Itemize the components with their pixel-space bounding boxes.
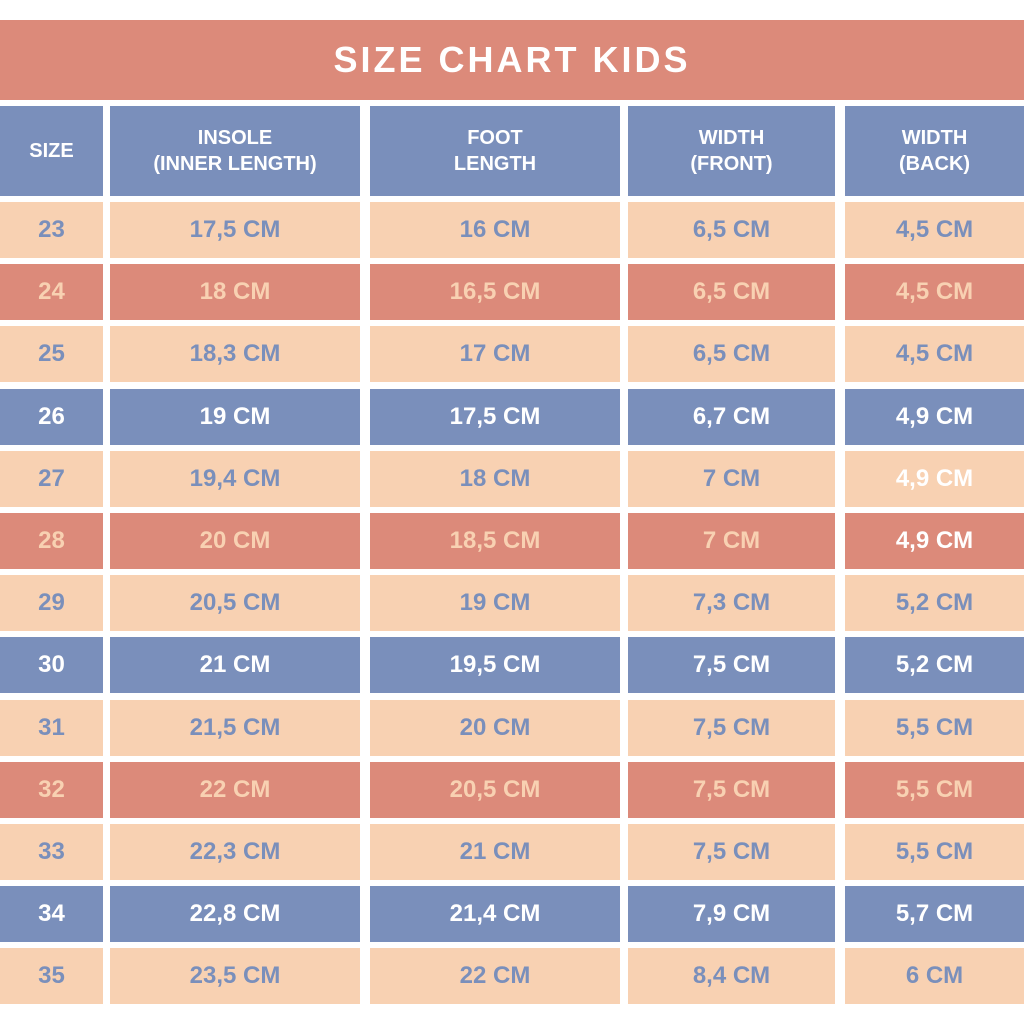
cell-width-back: 4,9 CM (845, 451, 1024, 507)
header-width-back: WIDTH (BACK) (845, 106, 1024, 196)
cell-insole: 22,8 CM (110, 886, 360, 942)
cell-size: 33 (0, 824, 103, 880)
cell-foot-length: 17,5 CM (370, 389, 620, 445)
cell-foot-length: 21 CM (370, 824, 620, 880)
cell-size: 26 (0, 389, 103, 445)
cell-foot-length: 20 CM (370, 700, 620, 756)
header-foot-length: FOOT LENGTH (370, 106, 620, 196)
cell-insole: 21 CM (110, 637, 360, 693)
cell-width-back: 5,2 CM (845, 575, 1024, 631)
chart-title: SIZE CHART KIDS (333, 39, 691, 80)
cell-size: 28 (0, 513, 103, 569)
cell-size: 32 (0, 762, 103, 818)
cell-insole: 17,5 CM (110, 202, 360, 258)
cell-width-back: 4,5 CM (845, 264, 1024, 320)
cell-insole: 19 CM (110, 389, 360, 445)
cell-foot-length: 19 CM (370, 575, 620, 631)
cell-insole: 21,5 CM (110, 700, 360, 756)
cell-insole: 20,5 CM (110, 575, 360, 631)
cell-width-front: 7,5 CM (628, 824, 835, 880)
cell-size: 29 (0, 575, 103, 631)
cell-width-back: 4,5 CM (845, 202, 1024, 258)
cell-width-front: 7,9 CM (628, 886, 835, 942)
cell-size: 34 (0, 886, 103, 942)
cell-size: 30 (0, 637, 103, 693)
cell-size: 23 (0, 202, 103, 258)
cell-width-front: 7,5 CM (628, 637, 835, 693)
cell-width-back: 4,5 CM (845, 326, 1024, 382)
cell-size: 35 (0, 948, 103, 1004)
cell-width-front: 7 CM (628, 451, 835, 507)
cell-size: 31 (0, 700, 103, 756)
cell-width-front: 7,3 CM (628, 575, 835, 631)
cell-insole: 23,5 CM (110, 948, 360, 1004)
cell-foot-length: 18 CM (370, 451, 620, 507)
cell-width-front: 7,5 CM (628, 762, 835, 818)
cell-width-front: 6,5 CM (628, 326, 835, 382)
cell-width-back: 4,9 CM (845, 513, 1024, 569)
cell-width-front: 6,5 CM (628, 264, 835, 320)
cell-foot-length: 19,5 CM (370, 637, 620, 693)
cell-insole: 22,3 CM (110, 824, 360, 880)
cell-insole: 22 CM (110, 762, 360, 818)
cell-foot-length: 16,5 CM (370, 264, 620, 320)
cell-insole: 20 CM (110, 513, 360, 569)
cell-size: 25 (0, 326, 103, 382)
cell-foot-length: 18,5 CM (370, 513, 620, 569)
cell-insole: 18,3 CM (110, 326, 360, 382)
cell-size: 24 (0, 264, 103, 320)
header-width-front: WIDTH (FRONT) (628, 106, 835, 196)
cell-foot-length: 21,4 CM (370, 886, 620, 942)
cell-foot-length: 16 CM (370, 202, 620, 258)
cell-width-back: 5,5 CM (845, 700, 1024, 756)
cell-foot-length: 20,5 CM (370, 762, 620, 818)
title-bar: SIZE CHART KIDS (0, 20, 1024, 100)
cell-foot-length: 17 CM (370, 326, 620, 382)
cell-foot-length: 22 CM (370, 948, 620, 1004)
cell-width-back: 5,2 CM (845, 637, 1024, 693)
header-size: SIZE (0, 106, 103, 196)
cell-insole: 19,4 CM (110, 451, 360, 507)
cell-size: 27 (0, 451, 103, 507)
cell-width-back: 5,7 CM (845, 886, 1024, 942)
header-insole: INSOLE (INNER LENGTH) (110, 106, 360, 196)
cell-width-front: 6,5 CM (628, 202, 835, 258)
cell-width-back: 5,5 CM (845, 824, 1024, 880)
cell-width-back: 4,9 CM (845, 389, 1024, 445)
cell-width-front: 7 CM (628, 513, 835, 569)
cell-width-back: 6 CM (845, 948, 1024, 1004)
cell-width-front: 7,5 CM (628, 700, 835, 756)
cell-width-back: 5,5 CM (845, 762, 1024, 818)
cell-width-front: 8,4 CM (628, 948, 835, 1004)
cell-width-front: 6,7 CM (628, 389, 835, 445)
cell-insole: 18 CM (110, 264, 360, 320)
